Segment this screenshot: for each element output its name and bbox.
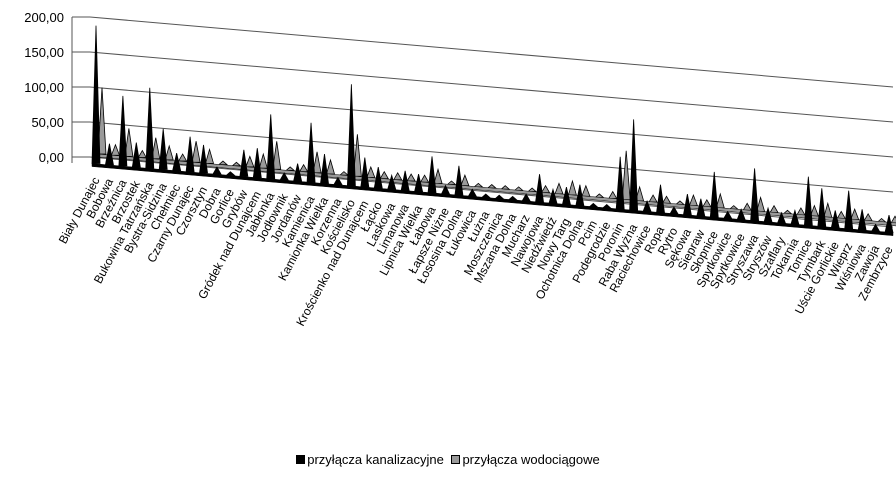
- series-kanalizacyjne-spike: [145, 87, 155, 169]
- series-kanalizacyjne-spike: [656, 184, 665, 214]
- series-kanalizacyjne-spike: [185, 136, 195, 173]
- series-wodociagowe-spike: [110, 143, 121, 156]
- series-kanalizacyjne-spike: [750, 168, 760, 222]
- series-wodociagowe-spike: [688, 193, 698, 206]
- series-kanalizacyjne-spike: [199, 144, 208, 174]
- series-wodociagowe-spike: [433, 167, 443, 184]
- series-wodociagowe-spike: [298, 163, 309, 173]
- series-kanalizacyjne-spike: [225, 171, 236, 176]
- series-wodociagowe-spike: [702, 198, 712, 208]
- series-wodociagowe-spike: [823, 201, 833, 218]
- series-wodociagowe-spike: [513, 186, 524, 191]
- series-wodociagowe-spike: [366, 165, 376, 178]
- series-wodociagowe-spike: [769, 204, 779, 214]
- series-kanalizacyjne-spike: [239, 149, 249, 177]
- series-wodociagowe-spike: [554, 182, 564, 195]
- legend-item-kanalizacyjne: przyłącza kanalizacyjne: [296, 452, 444, 467]
- y-tick-label: 200,00: [24, 10, 64, 25]
- series-wodociagowe-spike: [204, 147, 215, 164]
- series-kanalizacyjne-spike: [104, 143, 114, 166]
- series-wodociagowe-spike: [258, 152, 268, 169]
- series-kanalizacyjne-spike: [615, 156, 625, 210]
- gridline: [89, 156, 894, 228]
- series-wodociagowe-spike: [460, 174, 470, 187]
- gridline: [89, 86, 894, 158]
- series-wodociagowe-spike: [97, 87, 107, 155]
- series-kanalizacyjne-spike: [427, 156, 437, 194]
- series-wodociagowe-spike: [217, 160, 229, 165]
- legend-swatch-light: [451, 455, 461, 464]
- chart-grid: [71, 16, 894, 228]
- series-wodociagowe-spike: [527, 187, 538, 192]
- series-wodociagowe-spike: [137, 149, 148, 158]
- y-axis-ticks: 0,00 50,00 100,00 150,00 200,00: [24, 10, 64, 165]
- series-wodociagowe-spike: [581, 184, 591, 197]
- series-kanalizacyjne-spike: [118, 95, 128, 167]
- series-wodociagowe-spike: [151, 137, 161, 160]
- series-wodociagowe-spike: [608, 190, 618, 199]
- series-wodociagowe-spike: [836, 210, 846, 219]
- y-tick-label: 100,00: [24, 80, 64, 95]
- series-wodociagowe-spike: [325, 158, 336, 175]
- series-wodociagowe-spike: [338, 171, 349, 176]
- series-kanalizacyjne-spike: [494, 194, 505, 200]
- series-kanalizacyjne-spike: [507, 195, 518, 201]
- series-wodociagowe-spike: [648, 194, 658, 203]
- series-kanalizacyjne-spike: [91, 25, 101, 164]
- series-wodociagowe-spike: [863, 213, 873, 222]
- y-tick-label: 150,00: [24, 45, 64, 60]
- series-wodociagowe-spike: [742, 202, 752, 211]
- series-kanalizacyjne-spike: [454, 165, 464, 196]
- series-wodociagowe-spike: [124, 128, 134, 157]
- series-wodociagowe-spike: [393, 172, 403, 181]
- series-wodociagowe-spike: [567, 179, 577, 196]
- legend-swatch-dark: [296, 455, 306, 464]
- series-wodociagowe-spike: [285, 166, 296, 171]
- series-kanalizacyjne-spike: [360, 157, 370, 188]
- series-kanalizacyjne-spike: [158, 128, 168, 170]
- y-tick-label: 50,00: [31, 115, 64, 130]
- series-wodociagowe-spike: [796, 207, 806, 216]
- series-wodociagowe-spike: [231, 161, 242, 167]
- series-kanalizacyjne-spike: [320, 153, 329, 184]
- series-wodociagowe-spike: [890, 215, 896, 224]
- series-wodociagowe-spike: [473, 182, 484, 188]
- series-kanalizacyjne-spike: [817, 188, 827, 228]
- series-wodociagowe-spike: [486, 183, 497, 189]
- series-kanalizacyjne-spike: [480, 193, 491, 198]
- series-wodociagowe-spike: [446, 180, 457, 185]
- series-wodociagowe-spike: [164, 144, 174, 161]
- legend-label-kanalizacyjne: przyłącza kanalizacyjne: [307, 452, 444, 467]
- series-kanalizacyjne-spike: [629, 119, 639, 211]
- gridline: [89, 121, 894, 193]
- series-kanalizacyjne-spike: [346, 84, 356, 187]
- series-wodociagowe-spike: [621, 150, 631, 201]
- gridline: [89, 51, 894, 123]
- series-kanalizacyjne-base: [91, 163, 894, 236]
- series-kanalizacyjne-spike: [306, 122, 316, 183]
- legend-label-wodociagowe: przyłącza wodociągowe: [462, 452, 600, 467]
- series-kanalizacyjne: [91, 25, 894, 236]
- legend-item-wodociagowe: przyłącza wodociągowe: [451, 452, 600, 467]
- legend: przyłącza kanalizacyjne przyłącza wodoci…: [0, 452, 896, 467]
- series-wodociagowe-spike: [419, 174, 430, 183]
- series-wodociagowe-spike: [540, 184, 551, 194]
- y-tick-label: 0,00: [39, 150, 64, 165]
- series-kanalizacyjne-spike: [844, 190, 854, 230]
- series-wodociagowe-spike: [661, 195, 672, 204]
- series-wodociagowe-spike: [177, 153, 188, 162]
- series-wodociagowe-spike: [379, 170, 389, 180]
- series-kanalizacyjne-spike: [131, 142, 141, 168]
- gridline: [89, 16, 894, 88]
- series-kanalizacyjne-spike: [709, 171, 719, 218]
- series-wodociagowe-spike: [245, 155, 255, 168]
- series-kanalizacyjne-spike: [266, 114, 276, 180]
- series-wodociagowe-spike: [191, 141, 201, 163]
- series-kanalizacyjne-spike: [252, 148, 262, 178]
- series-wodociagowe-spike: [406, 173, 416, 182]
- series-wodociagowe-spike: [500, 185, 511, 190]
- series-kanalizacyjne-spike: [172, 152, 182, 171]
- series-kanalizacyjne-spike: [535, 174, 545, 203]
